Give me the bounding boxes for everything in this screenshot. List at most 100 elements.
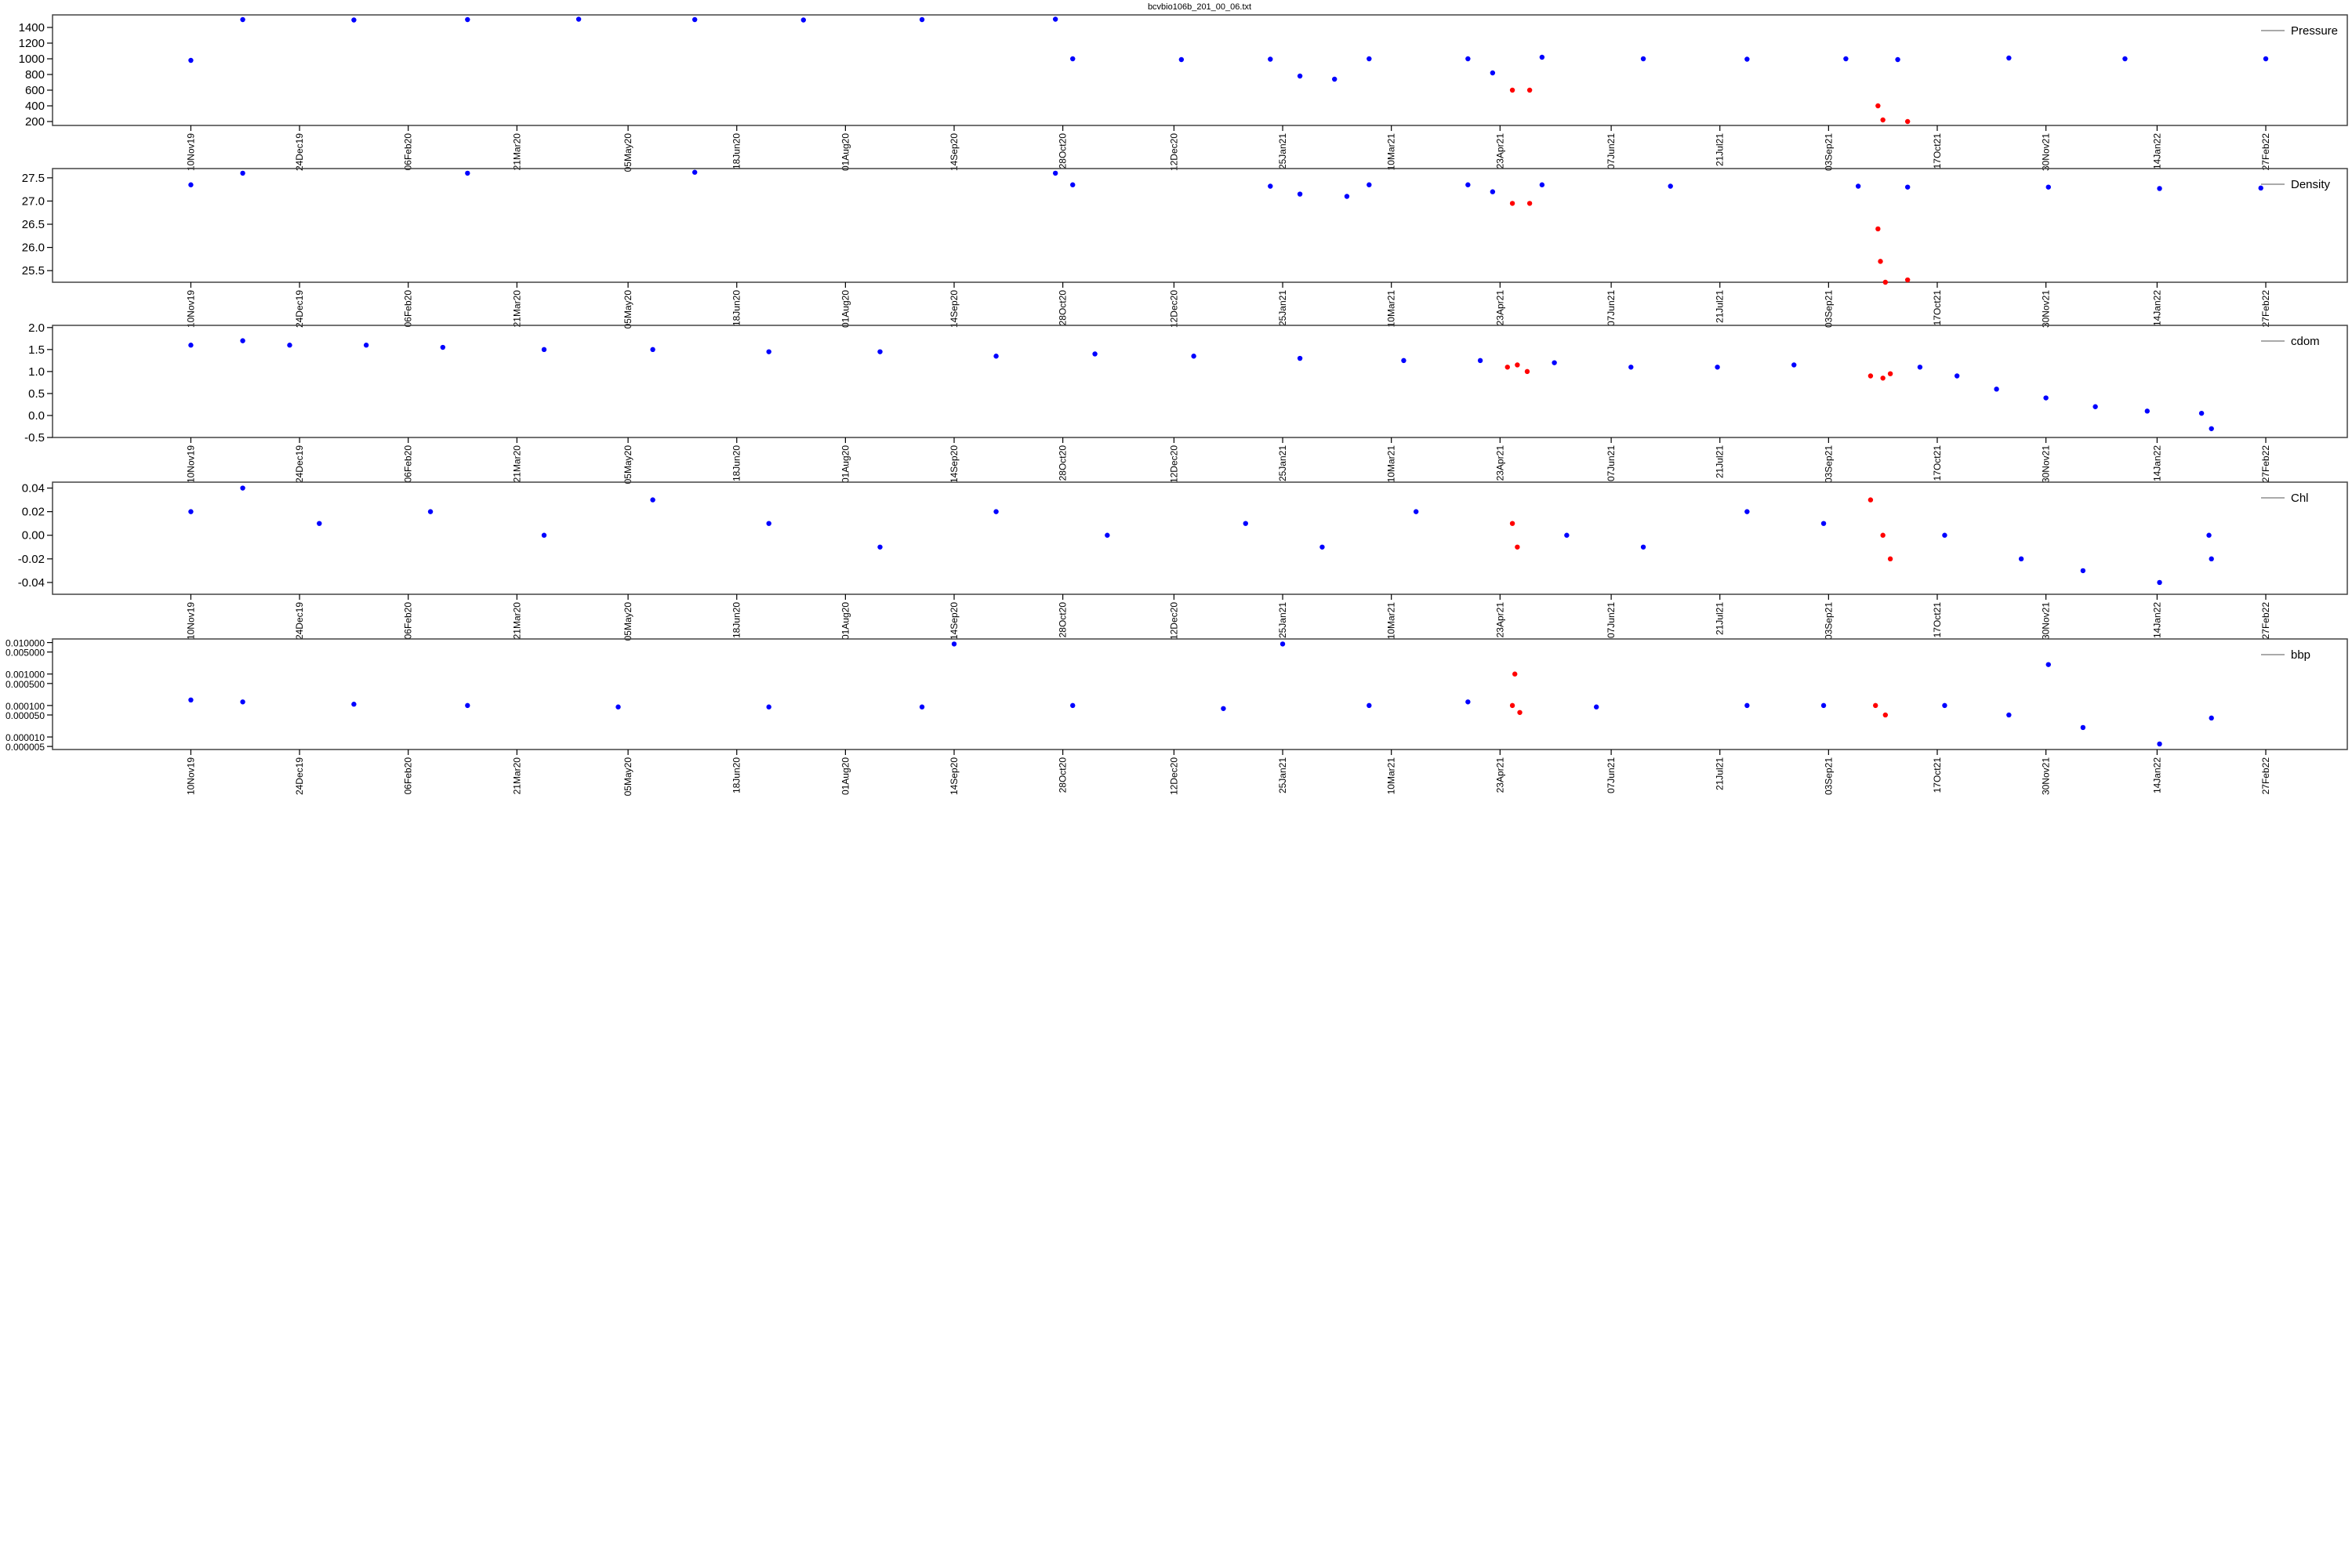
x-tick-label: 10Nov19 (185, 133, 196, 171)
data-point (2209, 426, 2214, 431)
data-point (1895, 56, 1900, 63)
data-point (1515, 362, 1520, 368)
x-tick-label: 24Dec19 (294, 602, 305, 640)
y-tick-label: 1200 (19, 37, 45, 50)
data-point (615, 704, 621, 710)
data-point (650, 497, 655, 503)
x-tick-label: 18Jun20 (731, 757, 742, 793)
x-tick-label: 24Dec19 (294, 445, 305, 483)
data-point (993, 509, 999, 514)
x-tick-label: 07Jun21 (1606, 445, 1617, 481)
data-point (1297, 191, 1303, 197)
data-point (1517, 710, 1523, 715)
data-point (1401, 358, 1406, 364)
data-point (287, 343, 292, 348)
data-point (1070, 182, 1076, 187)
data-point (1191, 354, 1196, 359)
x-tick-label: 25Jan21 (1277, 602, 1288, 638)
x-tick-label: 18Jun20 (731, 133, 742, 169)
data-point (1509, 201, 1515, 206)
data-point (465, 170, 470, 176)
x-tick-label: 27Feb22 (2260, 290, 2271, 328)
y-tick-label: 0.04 (22, 482, 45, 495)
x-tick-label: 06Feb20 (403, 757, 414, 795)
data-point (188, 57, 194, 64)
data-point (1875, 103, 1881, 109)
y-tick-label: 1400 (19, 21, 45, 34)
data-point (1509, 87, 1515, 93)
y-tick-label: 1.5 (28, 343, 45, 357)
data-point (1640, 56, 1646, 62)
data-point (1564, 532, 1570, 538)
x-tick-label: 14Sep20 (949, 290, 960, 328)
data-point (1593, 704, 1599, 710)
x-tick-label: 12Dec20 (1168, 602, 1179, 640)
data-point (351, 702, 357, 707)
data-point (2157, 186, 2162, 191)
x-tick-label: 07Jun21 (1606, 602, 1617, 638)
x-tick-label: 30Nov21 (2041, 602, 2052, 640)
y-tick-label: 1000 (19, 53, 45, 66)
data-point (1791, 362, 1797, 368)
x-tick-label: 18Jun20 (731, 445, 742, 481)
x-tick-label: 01Aug20 (840, 445, 851, 483)
data-point (1668, 183, 1673, 189)
data-point (1344, 194, 1350, 199)
data-point (2006, 55, 2012, 61)
data-point (1867, 497, 1874, 503)
x-tick-label: 10Nov19 (185, 602, 196, 640)
x-tick-label: 14Sep20 (949, 757, 960, 795)
legend-label: Density (2291, 178, 2331, 191)
x-tick-label: 01Aug20 (840, 757, 851, 795)
x-tick-label: 23Apr21 (1494, 290, 1505, 326)
data-point (1539, 54, 1545, 60)
data-point (2018, 556, 2024, 562)
data-point (1994, 387, 1999, 392)
data-point (1070, 702, 1076, 709)
x-tick-label: 28Oct20 (1058, 290, 1069, 326)
chart-title: bcvbio106b_201_00_06.txt (1148, 2, 1251, 12)
x-tick-label: 23Apr21 (1494, 445, 1505, 481)
data-point (691, 16, 698, 23)
data-point (1880, 376, 1886, 381)
x-tick-label: 21Mar20 (511, 602, 522, 640)
data-point (440, 344, 446, 350)
y-tick-label: 0.000050 (5, 710, 45, 721)
legend-label: Chl (2291, 492, 2309, 505)
data-point (1515, 544, 1520, 550)
data-point (1954, 373, 1960, 379)
x-tick-label: 05May20 (622, 757, 633, 797)
data-point (2258, 185, 2263, 191)
data-point (2198, 410, 2205, 416)
data-point (2263, 56, 2269, 62)
data-point (1268, 56, 1273, 62)
legend-label: bbp (2291, 648, 2310, 662)
x-tick-label: 07Jun21 (1606, 133, 1617, 169)
x-tick-label: 23Apr21 (1494, 133, 1505, 169)
data-point (1297, 73, 1303, 79)
x-tick-label: 28Oct20 (1058, 133, 1069, 169)
data-point (1268, 183, 1273, 189)
x-tick-label: 14Jan22 (2151, 602, 2162, 638)
data-point (427, 509, 434, 514)
x-tick-label: 25Jan21 (1277, 445, 1288, 481)
data-point (240, 338, 245, 343)
x-tick-label: 01Aug20 (840, 133, 851, 171)
data-point (2206, 532, 2212, 538)
x-tick-label: 27Feb22 (2260, 445, 2271, 483)
y-tick-label: 0.5 (28, 387, 45, 401)
x-tick-label: 14Jan22 (2151, 133, 2162, 169)
data-point (240, 699, 245, 705)
x-tick-label: 07Jun21 (1606, 290, 1617, 326)
x-tick-label: 30Nov21 (2041, 133, 2052, 171)
y-tick-label: -0.02 (18, 553, 45, 566)
data-point (2045, 184, 2051, 190)
y-tick-label: 0.00 (22, 529, 45, 543)
data-point (1882, 279, 1889, 285)
x-tick-label: 10Mar21 (1386, 757, 1397, 795)
y-tick-label: 0.005000 (5, 648, 45, 659)
data-point (1855, 183, 1861, 189)
data-point (1465, 182, 1471, 187)
data-point (1509, 521, 1515, 526)
